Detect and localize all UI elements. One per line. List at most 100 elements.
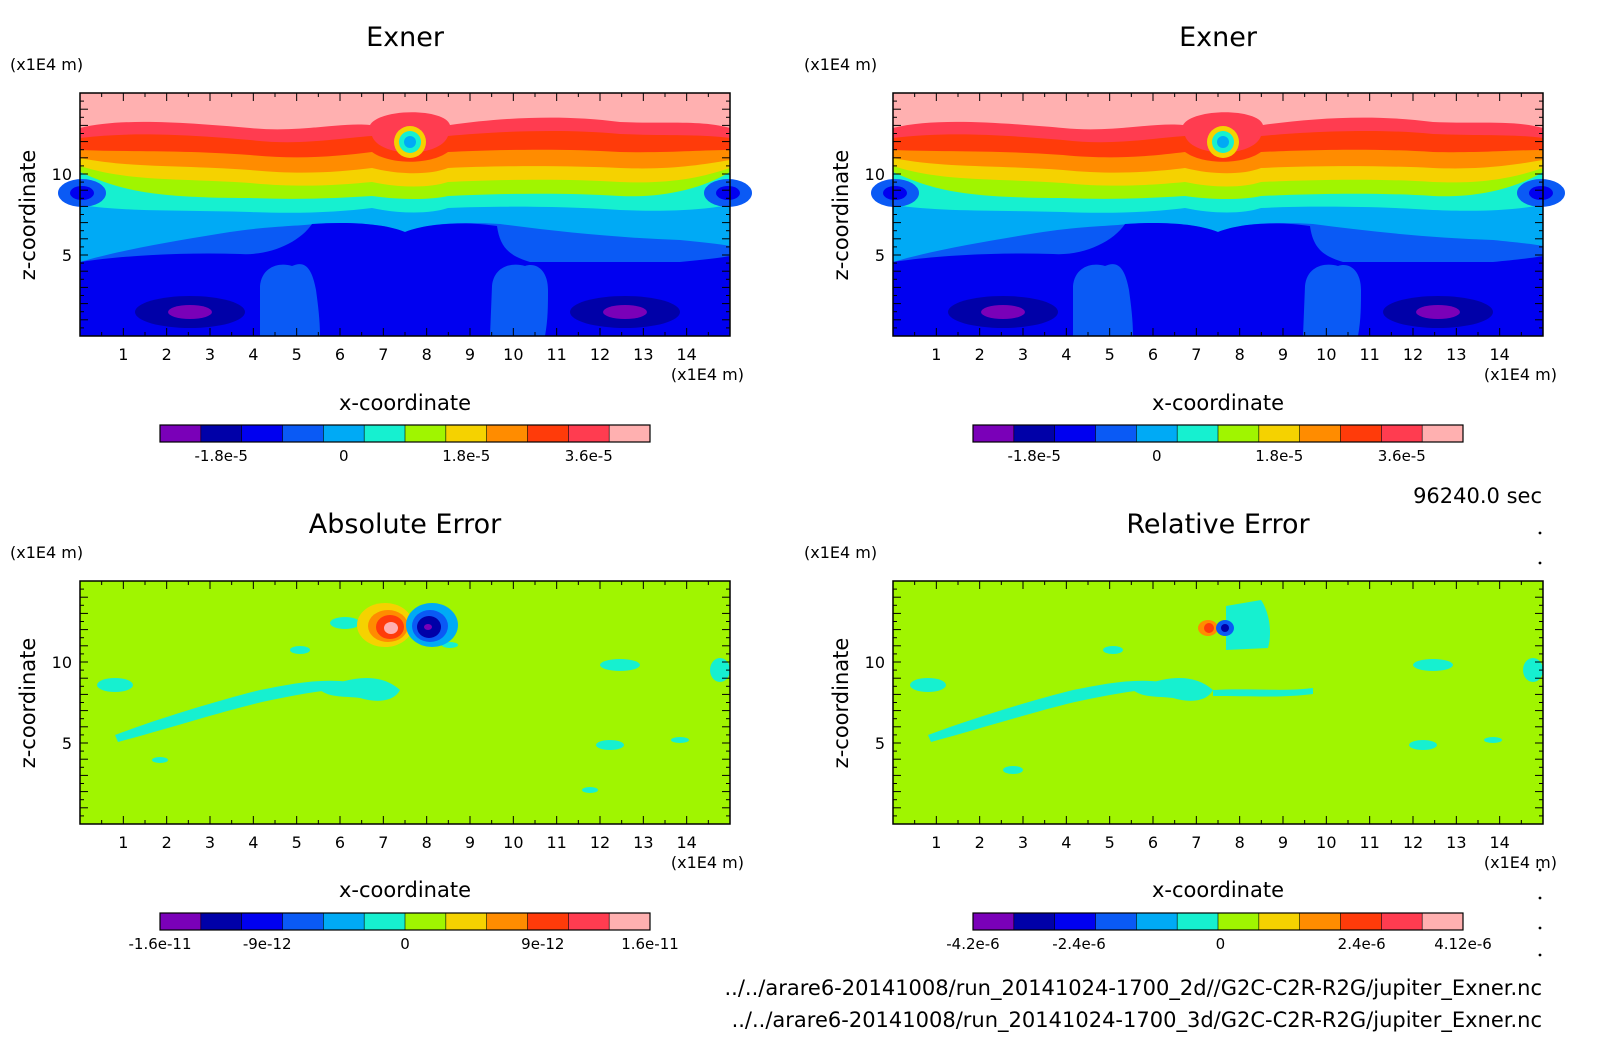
colorbar-swatch — [1136, 425, 1178, 442]
colorbar-tick-label: 1.8e-5 — [1255, 447, 1303, 465]
colorbar-tick-label: -1.8e-5 — [1008, 447, 1061, 465]
colorbar-swatch — [282, 913, 324, 930]
x-unit-label: (x1E4 m) — [671, 365, 744, 384]
y-unit-label: (x1E4 m) — [10, 55, 83, 74]
exner-panel-right: Exner (x1E4 m) 5 — [804, 22, 1565, 465]
panel-title: Absolute Error — [309, 509, 502, 540]
colorbar-swatch — [200, 425, 243, 442]
x-axis: 1 2 3 4 5 6 7 8 9 10 11 12 13 14 — [101, 93, 709, 364]
colorbar-swatch — [1340, 913, 1382, 930]
colorbar-tick-label: 1.8e-5 — [442, 447, 490, 465]
x-tick-label: 10 — [1316, 345, 1336, 364]
x-tick-label: 12 — [1403, 833, 1423, 852]
x-tick-label: 8 — [422, 833, 432, 852]
colorbar-swatch — [364, 425, 406, 442]
colorbar: -1.8e-5 0 1.8e-5 3.6e-5 — [159, 424, 651, 465]
y-unit-label: (x1E4 m) — [10, 543, 83, 562]
x-axis-label: x-coordinate — [339, 391, 471, 415]
colorbar-tick-label: 0 — [1152, 447, 1162, 465]
x-tick-label: 11 — [546, 833, 566, 852]
colorbar-tick-label: -4.2e-6 — [946, 935, 999, 953]
contour-band — [671, 737, 689, 743]
contour-band — [384, 622, 398, 634]
colorbar-swatch — [1095, 425, 1137, 442]
contour-band — [1416, 305, 1460, 319]
x-tick-label: 1 — [118, 345, 128, 364]
x-tick-label: 7 — [378, 833, 388, 852]
colorbar-swatch — [200, 913, 243, 930]
file-path-3d: ../../arare6-20141008/run_20141024-1700_… — [732, 1008, 1542, 1033]
x-tick-label: 14 — [1489, 833, 1509, 852]
x-tick-label: 5 — [1105, 833, 1115, 852]
colorbar-tick-label: -2.4e-6 — [1052, 935, 1105, 953]
colorbar-tick-label: 0 — [339, 447, 349, 465]
contour-band — [1213, 688, 1313, 697]
colorbar-swatch — [445, 425, 488, 442]
y-axis: 5 10 — [52, 588, 730, 817]
x-tick-label: 13 — [633, 345, 653, 364]
colorbar-tick-label: -1.8e-5 — [195, 447, 248, 465]
x-tick-label: 10 — [1316, 833, 1336, 852]
colorbar-tick-label: -9e-12 — [243, 935, 292, 953]
contour-band — [404, 136, 416, 148]
heatmap-plot-area — [58, 93, 752, 336]
colorbar-tick-label: 9e-12 — [521, 935, 564, 953]
colorbar-swatch — [1054, 425, 1096, 442]
x-tick-label: 2 — [975, 833, 985, 852]
x-tick-label: 2 — [162, 833, 172, 852]
x-tick-label: 13 — [1446, 345, 1466, 364]
x-axis: 1 2 3 4 5 6 7 8 9 10 11 12 13 14 — [101, 581, 709, 852]
colorbar-tick-label: 4.12e-6 — [1434, 935, 1492, 953]
x-unit-label: (x1E4 m) — [671, 853, 744, 872]
heatmap-plot-area — [80, 581, 730, 824]
colorbar-swatch — [1381, 913, 1423, 930]
colorbar-tick-label: 1.6e-11 — [621, 935, 679, 953]
colorbar-swatch — [405, 913, 447, 930]
x-tick-label: 4 — [1061, 345, 1071, 364]
y-unit-label: (x1E4 m) — [804, 55, 877, 74]
y-unit-label: (x1E4 m) — [804, 543, 877, 562]
colorbar-swatch — [486, 425, 528, 442]
colorbar-swatch — [364, 913, 406, 930]
colorbar-swatch — [405, 425, 447, 442]
contour-band — [893, 581, 1543, 824]
panel-title: Exner — [366, 22, 445, 53]
x-tick-label: 5 — [292, 345, 302, 364]
colorbar-swatch — [241, 913, 283, 930]
colorbar-swatch — [1299, 913, 1341, 930]
x-tick-label: 8 — [422, 345, 432, 364]
y-tick-label: 5 — [875, 246, 885, 265]
colorbar-swatch — [282, 425, 324, 442]
colorbar-swatch — [527, 425, 569, 442]
contour-band — [1303, 264, 1361, 336]
x-tick-label: 6 — [335, 833, 345, 852]
x-tick-label: 8 — [1235, 833, 1245, 852]
x-tick-label: 12 — [1403, 345, 1423, 364]
colorbar-swatch — [160, 913, 202, 930]
x-tick-label: 9 — [465, 833, 475, 852]
y-axis: 5 10 — [865, 588, 1543, 817]
heatmap-plot-area — [871, 93, 1565, 336]
x-tick-label: 5 — [292, 833, 302, 852]
x-tick-label: 7 — [1191, 833, 1201, 852]
contour-band — [603, 305, 647, 319]
colorbar-swatch — [1095, 913, 1137, 930]
x-tick-label: 14 — [676, 833, 696, 852]
colorbar-swatch — [486, 913, 528, 930]
contour-band — [883, 186, 907, 200]
contour-band — [320, 677, 400, 701]
colorbar-swatch — [1340, 425, 1382, 442]
x-tick-label: 3 — [1018, 833, 1028, 852]
colorbar-swatch — [323, 913, 365, 930]
contour-band — [1226, 600, 1271, 650]
colorbar-tick-label: 2.4e-6 — [1338, 935, 1386, 953]
contour-band — [1217, 136, 1229, 148]
y-axis-label: z-coordinate — [16, 638, 40, 769]
colorbar-swatch — [1218, 425, 1260, 442]
colorbar-tick-label: 3.6e-5 — [1378, 447, 1426, 465]
x-tick-label: 9 — [465, 345, 475, 364]
contour-band — [716, 186, 740, 200]
x-tick-label: 6 — [1148, 345, 1158, 364]
colorbar-swatch — [568, 425, 610, 442]
colorbar: -4.2e-6 -2.4e-6 0 2.4e-6 4.12e-6 — [946, 912, 1492, 953]
